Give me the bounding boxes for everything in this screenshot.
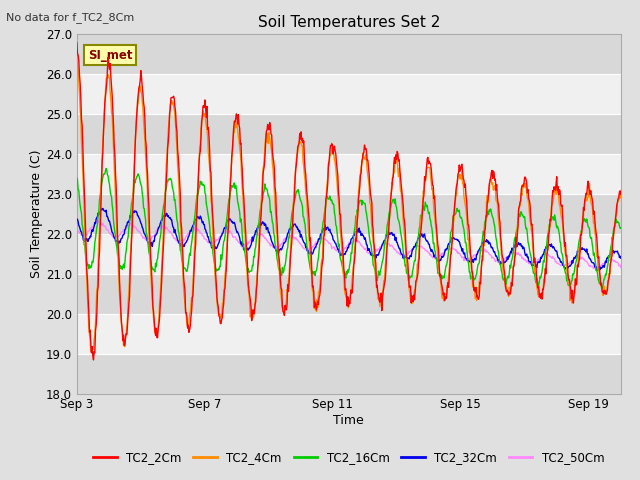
Bar bbox=[77, 274, 621, 313]
Bar bbox=[77, 73, 621, 114]
Bar bbox=[77, 114, 621, 154]
Bar bbox=[77, 154, 621, 193]
X-axis label: Time: Time bbox=[333, 414, 364, 427]
Text: No data for f_TC2_8Cm: No data for f_TC2_8Cm bbox=[6, 12, 134, 23]
Bar bbox=[77, 313, 621, 354]
Bar bbox=[77, 234, 621, 274]
Bar bbox=[77, 193, 621, 234]
Y-axis label: Soil Temperature (C): Soil Temperature (C) bbox=[30, 149, 43, 278]
Legend: TC2_2Cm, TC2_4Cm, TC2_16Cm, TC2_32Cm, TC2_50Cm: TC2_2Cm, TC2_4Cm, TC2_16Cm, TC2_32Cm, TC… bbox=[88, 446, 609, 469]
Text: SI_met: SI_met bbox=[88, 49, 132, 62]
Bar bbox=[77, 354, 621, 394]
Title: Soil Temperatures Set 2: Soil Temperatures Set 2 bbox=[258, 15, 440, 30]
Bar bbox=[77, 34, 621, 73]
